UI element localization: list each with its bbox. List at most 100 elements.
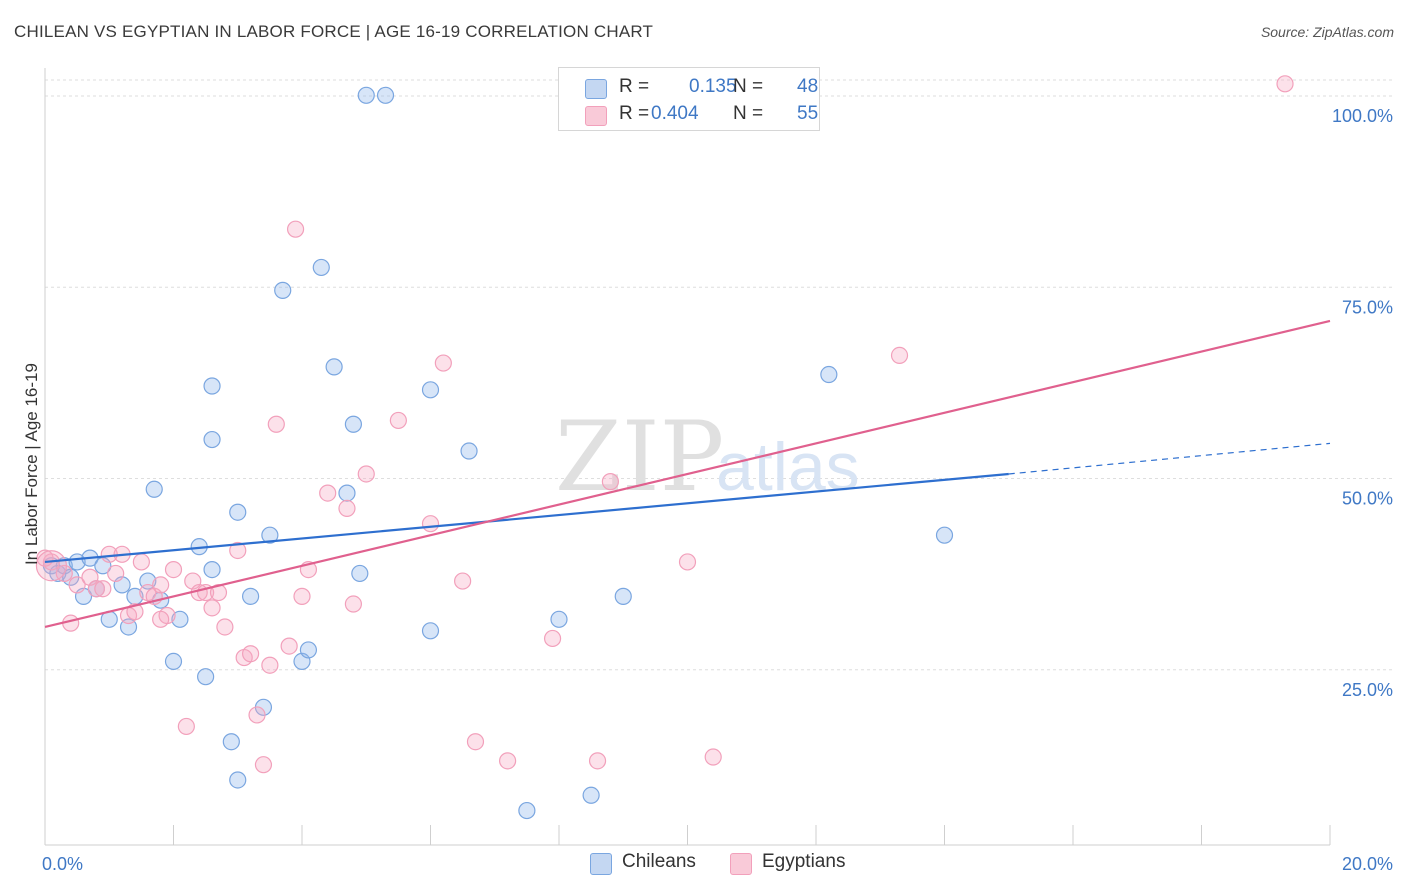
y-tick-label: 75.0% — [1342, 297, 1393, 317]
tick-labels: 100.0% 75.0% 50.0% 25.0% 0.0% 20.0% — [42, 106, 1393, 874]
chilean-point — [274, 281, 292, 299]
chilean-point — [351, 564, 369, 583]
egyptian-point — [1276, 75, 1294, 93]
egyptian-point — [107, 564, 125, 583]
egyptian-point — [890, 346, 909, 364]
trend-lines — [44, 319, 1331, 629]
chilean-point — [164, 652, 183, 671]
chilean-point — [421, 622, 440, 640]
legend-r-label: R = — [619, 103, 650, 124]
egyptian-point — [229, 541, 247, 560]
egyptian-point — [267, 415, 285, 433]
chilean-point — [460, 442, 478, 460]
chilean-point — [582, 786, 600, 804]
chilean-point — [171, 610, 189, 628]
chilean-point — [299, 641, 318, 659]
egyptian-point — [434, 354, 452, 372]
chilean-point — [222, 733, 240, 751]
egyptian-point — [454, 572, 472, 590]
egyptians-swatch — [585, 106, 607, 126]
chilean-point — [935, 526, 954, 544]
egyptian-point — [126, 603, 144, 621]
legend-n-value-chileans: 48 — [797, 76, 819, 97]
chilean-point — [820, 365, 838, 384]
legend-n-label: N = — [733, 76, 764, 97]
y-tick-label: 50.0% — [1342, 489, 1393, 509]
chilean-point — [203, 377, 221, 395]
egyptian-point — [152, 610, 170, 628]
chilean-point — [312, 258, 330, 277]
egyptian-point — [254, 756, 273, 774]
egyptian-point — [704, 748, 722, 766]
egyptian-point — [601, 473, 620, 491]
chilean-point — [261, 526, 279, 544]
chileans-points — [42, 86, 954, 820]
egyptian-point — [286, 220, 305, 238]
chilean-point — [229, 771, 247, 789]
x-tick-label: 0.0% — [42, 854, 83, 874]
chilean-point — [203, 430, 221, 449]
chilean-point — [614, 587, 632, 605]
egyptian-point — [543, 629, 562, 648]
egyptian-point — [203, 599, 221, 617]
chileans-swatch — [585, 79, 607, 99]
egyptian-point — [280, 637, 298, 655]
chilean-point — [145, 480, 163, 498]
legend-r-value-egyptians: 0.404 — [651, 103, 699, 124]
egyptian-point — [466, 733, 485, 751]
chilean-point — [550, 610, 568, 628]
egyptian-point — [421, 515, 440, 533]
egyptian-point — [588, 752, 607, 770]
egyptian-point — [177, 717, 195, 736]
chilean-point — [338, 484, 356, 502]
egyptian-point — [499, 752, 517, 770]
egyptian-point — [678, 553, 697, 571]
grid-lines — [45, 79, 1395, 671]
egyptian-point — [389, 411, 407, 430]
egyptian-point — [293, 587, 311, 605]
chilean-point — [229, 503, 247, 521]
watermark-zip: ZIP — [555, 401, 724, 513]
watermark-atlas: atlas — [716, 429, 860, 505]
chilean-point — [344, 415, 362, 433]
egyptian-point — [132, 553, 150, 571]
egyptian-point — [242, 645, 260, 663]
egyptian-point — [68, 576, 86, 594]
y-tick-label: 100.0% — [1332, 106, 1393, 126]
egyptian-point — [338, 499, 356, 517]
egyptian-point — [261, 656, 279, 674]
chilean-point — [518, 801, 536, 820]
egyptian-point — [152, 576, 170, 594]
chileans-legend-label: Chileans — [622, 851, 696, 872]
egyptians-legend-label: Egyptians — [762, 851, 846, 872]
y-tick-label: 25.0% — [1342, 680, 1393, 700]
chilean-point — [325, 358, 343, 376]
chilean-point — [126, 587, 144, 605]
chilean-point — [421, 381, 440, 399]
egyptian-point — [248, 706, 266, 724]
egyptian-point — [164, 560, 183, 579]
chilean-point — [197, 668, 215, 686]
legend-r-value-chileans: 0.135 — [689, 76, 737, 97]
egyptian-point — [87, 580, 106, 598]
egyptian-point — [216, 618, 234, 636]
egyptians-legend-swatch — [730, 853, 752, 875]
egyptians-points — [35, 75, 1294, 774]
chart-title: CHILEAN VS EGYPTIAN IN LABOR FORCE | AGE… — [14, 22, 654, 41]
legend-n-value-egyptians: 55 — [797, 103, 819, 124]
source-label: Source: ZipAtlas.com — [1260, 24, 1394, 40]
chileans-trend-line — [44, 472, 1009, 564]
egyptian-point — [344, 595, 362, 613]
chilean-point — [203, 560, 221, 579]
x-tick-label: 20.0% — [1342, 854, 1393, 874]
legend-r-label: R = — [619, 76, 650, 97]
chilean-point — [376, 86, 395, 104]
chilean-point — [357, 86, 375, 104]
stats-legend: R = 0.135 N = 48 R = 0.404 N = 55 — [558, 67, 820, 131]
egyptian-point-cluster — [35, 550, 68, 582]
chileans-legend-swatch — [590, 853, 612, 875]
egyptian-point — [319, 484, 337, 502]
egyptian-point — [94, 580, 112, 598]
chilean-point — [242, 587, 260, 605]
